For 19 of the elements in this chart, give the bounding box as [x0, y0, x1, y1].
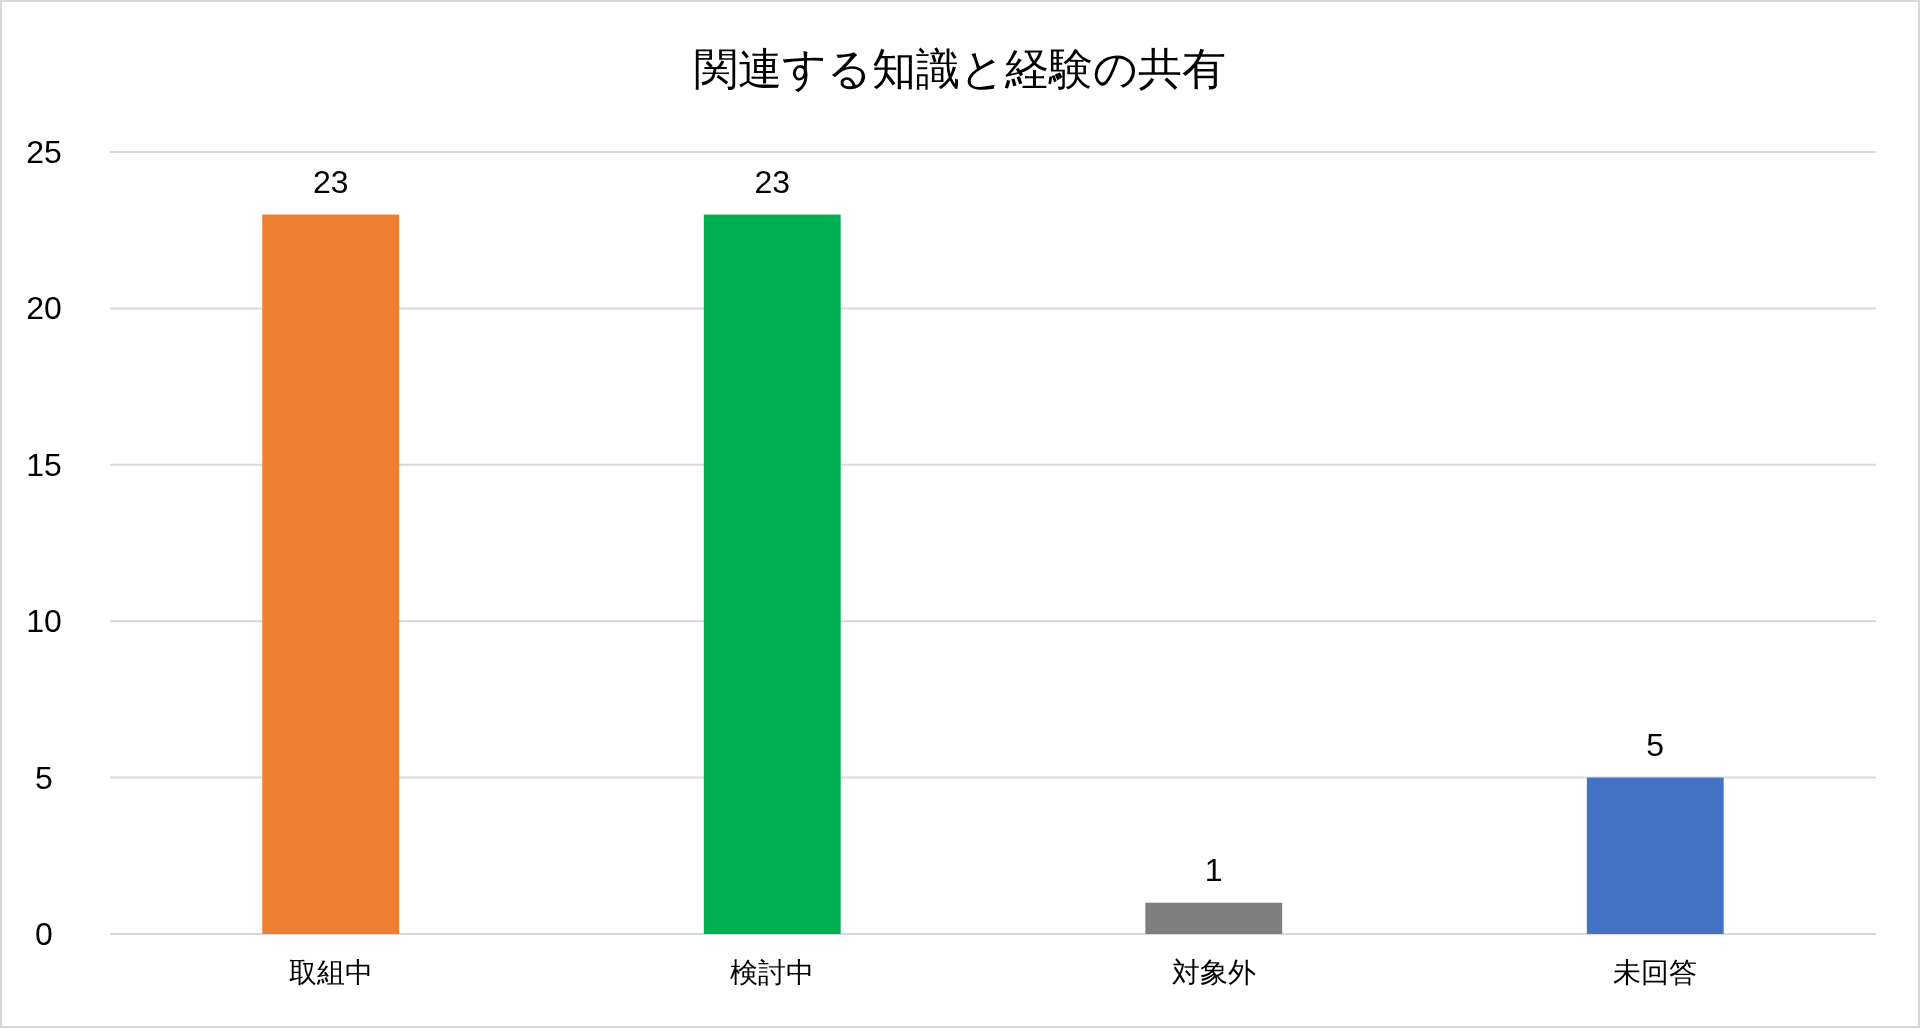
bar — [1145, 902, 1283, 934]
y-tick-label: 15 — [26, 446, 62, 483]
y-tick-label: 10 — [26, 603, 62, 640]
data-label: 23 — [754, 163, 791, 200]
data-label: 1 — [1204, 851, 1223, 888]
chart-title: 関連する知識と経験の共有 — [694, 44, 1226, 93]
y-tick-label: 5 — [35, 759, 53, 796]
bar — [703, 214, 841, 934]
y-tick-label: 0 — [35, 916, 53, 952]
x-tick-label: 検討中 — [730, 957, 815, 988]
data-label: 5 — [1646, 726, 1665, 763]
bar — [1586, 777, 1724, 934]
x-tick-label: 未回答 — [1613, 957, 1698, 988]
y-tick-label: 20 — [26, 290, 62, 327]
x-tick-label: 取組中 — [288, 957, 373, 988]
bar — [262, 214, 400, 934]
x-tick-label: 対象外 — [1171, 957, 1256, 988]
data-label: 23 — [312, 163, 349, 200]
y-tick-label: 25 — [26, 134, 62, 170]
